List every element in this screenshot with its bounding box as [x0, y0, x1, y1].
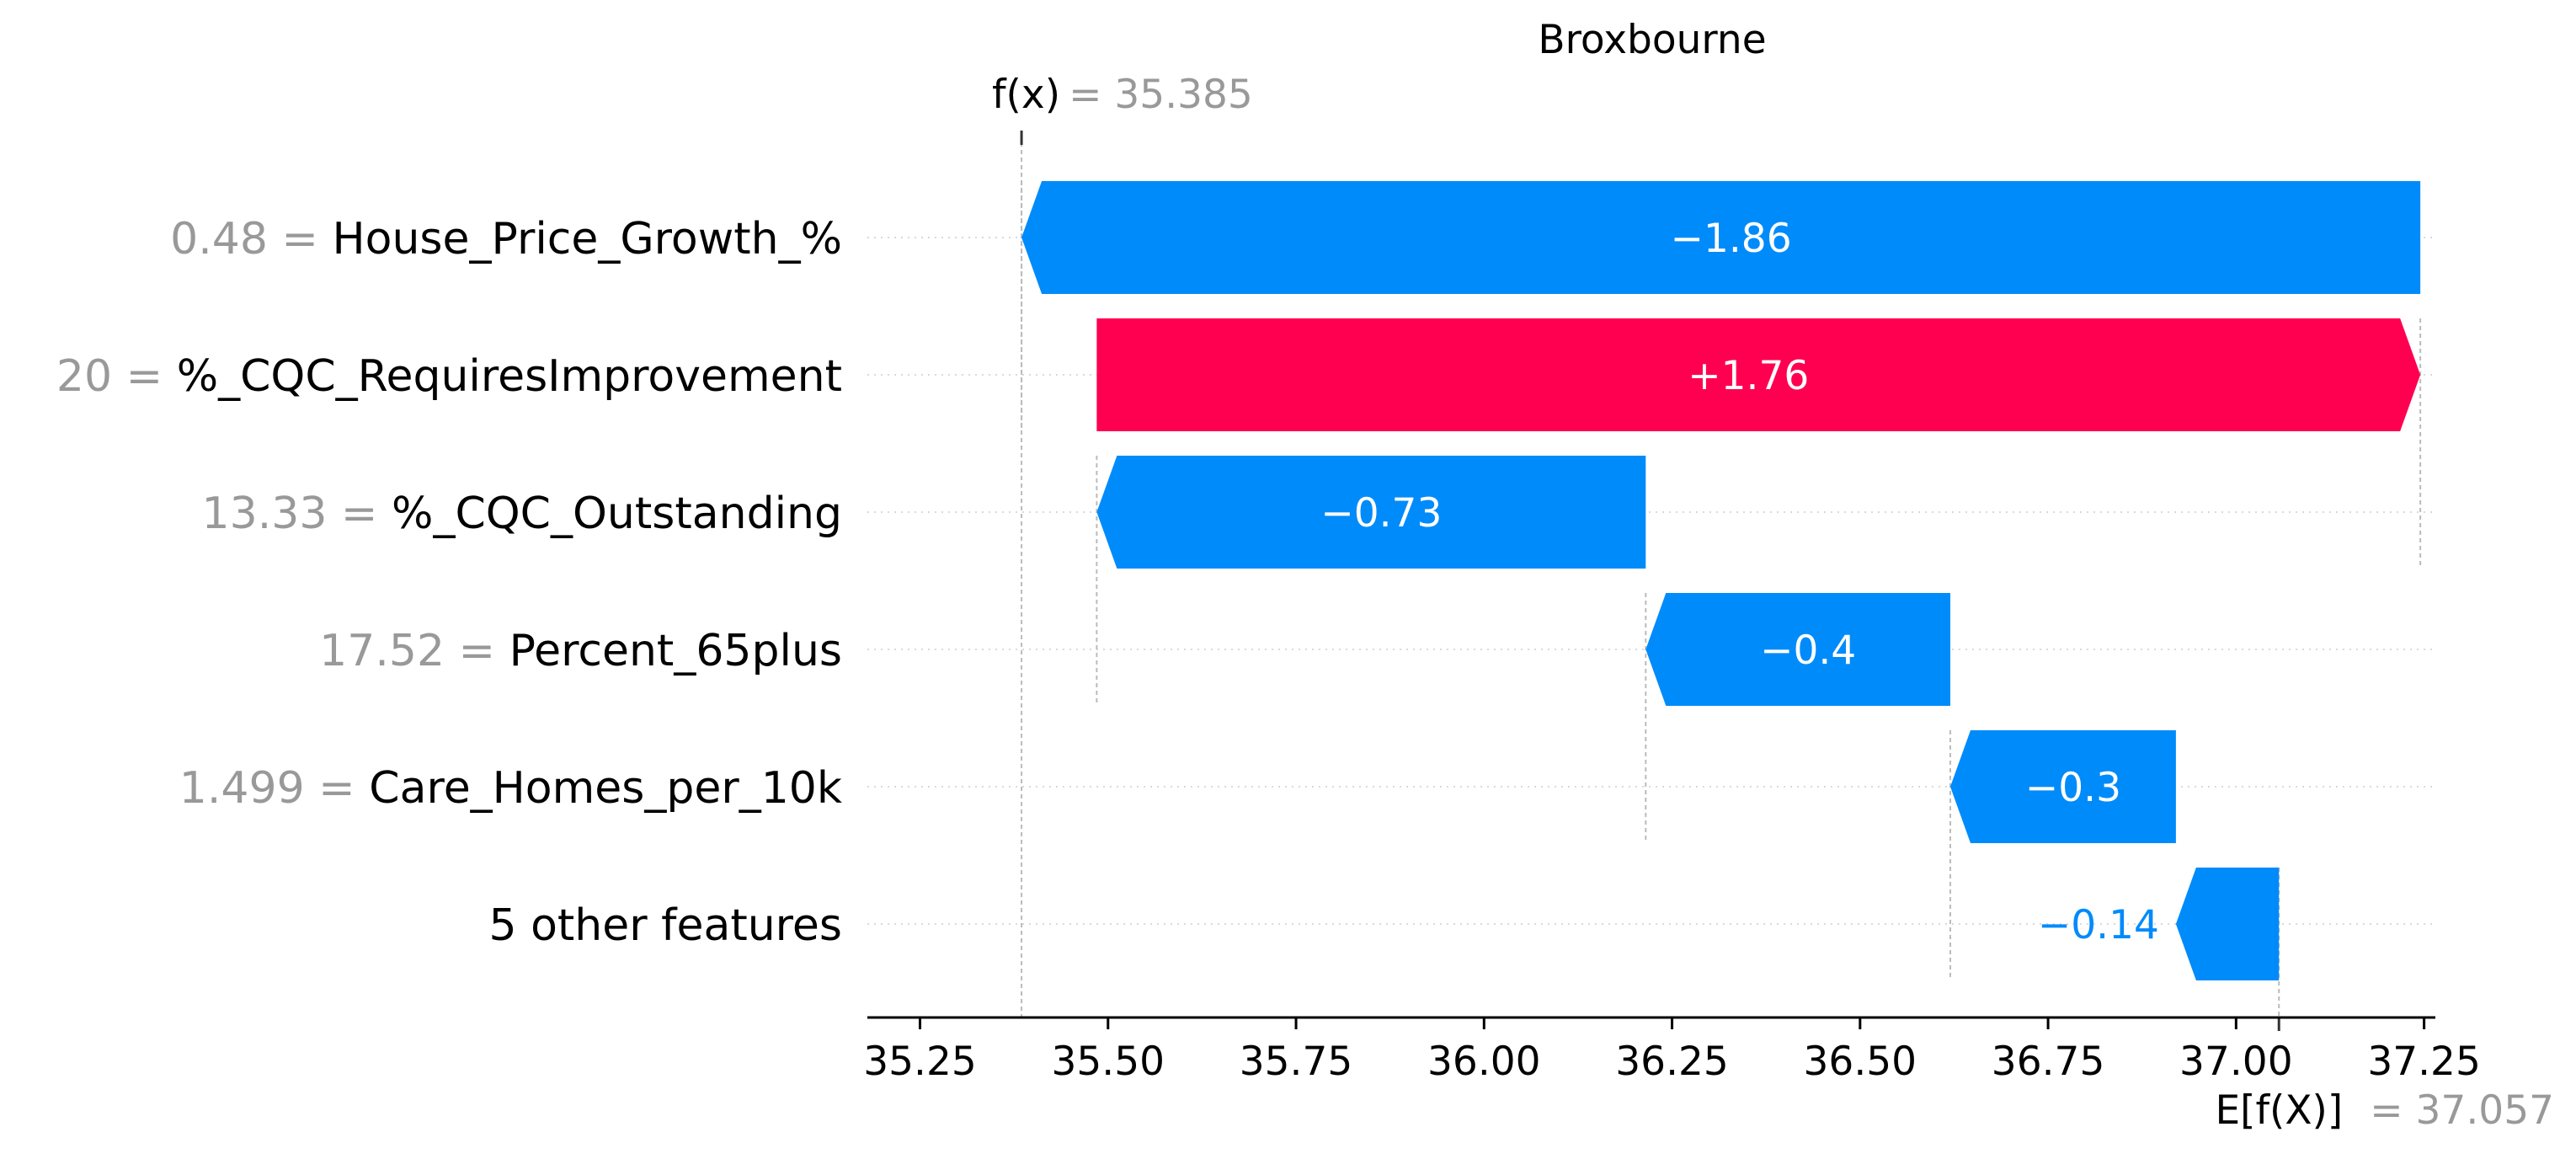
chart-title: Broxbourne [1538, 17, 1766, 63]
feature-name: 5 other features [488, 900, 842, 951]
feature-name: House_Price_Growth_% [333, 214, 842, 264]
efx-annotation: E[f(X)] = 37.057 [2215, 1087, 2554, 1134]
bar-1 [1021, 181, 2421, 294]
feature-value: 1.499 = [179, 763, 370, 814]
bar-6 [2175, 868, 2280, 980]
bar-label-5: −0.3 [2025, 765, 2121, 811]
feature-label-6: 5 other features [488, 900, 842, 951]
connector-lines [1020, 131, 2422, 1031]
bars: −1.86 +1.76 −0.73 −0.4 −0.3 −0.14 [1021, 181, 2421, 980]
feature-label-2: 20 = %_CQC_RequiresImprovement [56, 351, 842, 402]
bar-3 [1096, 456, 1646, 569]
fx-annotation: f(x) = 35.385 [992, 72, 1253, 118]
bar-4 [1645, 593, 1950, 706]
feature-label-3: 13.33 = %_CQC_Outstanding [202, 489, 842, 539]
feature-name: %_CQC_RequiresImprovement [177, 351, 842, 402]
x-tick-label: 37.00 [2179, 1039, 2293, 1085]
efx-value: = 37.057 [2370, 1087, 2554, 1134]
bar-label-1: −1.86 [1671, 216, 1792, 262]
x-tick-label: 35.50 [1051, 1039, 1165, 1085]
x-tick-label: 37.25 [2367, 1039, 2481, 1085]
efx-label: E[f(X)] [2215, 1087, 2343, 1134]
feature-value: 20 = [56, 351, 177, 402]
feature-name: Percent_65plus [509, 626, 842, 676]
feature-value: 0.48 = [170, 214, 332, 264]
feature-label-4: 17.52 = Percent_65plus [319, 626, 842, 676]
feature-name: %_CQC_Outstanding [392, 489, 842, 539]
feature-value: 17.52 = [319, 626, 509, 676]
x-tick-label: 36.75 [1992, 1039, 2105, 1085]
feature-value: 13.33 = [202, 489, 392, 539]
x-tick-label: 36.00 [1427, 1039, 1541, 1085]
fx-value: = 35.385 [1069, 72, 1253, 118]
bar-label-3: −0.73 [1320, 490, 1442, 537]
bar-2 [1096, 318, 2421, 431]
bar-label-6: −0.14 [2038, 902, 2159, 948]
x-tick-label: 36.50 [1804, 1039, 1917, 1085]
fx-label: f(x) [992, 72, 1060, 118]
x-axis: 35.25 35.50 35.75 36.00 36.25 36.50 36.75 37.00… [863, 1016, 2481, 1085]
feature-label-5: 1.499 = Care_Homes_per_10k [179, 763, 842, 814]
feature-label-1: 0.48 = House_Price_Growth_% [170, 214, 842, 264]
bar-label-2: +1.76 [1688, 353, 1809, 399]
x-tick-label: 36.25 [1615, 1039, 1729, 1085]
feature-name: Care_Homes_per_10k [369, 763, 842, 814]
bar-5 [1949, 730, 2176, 843]
x-tick-label: 35.25 [863, 1039, 977, 1085]
x-tick-label: 35.75 [1240, 1039, 1353, 1085]
bar-label-4: −0.4 [1760, 628, 1856, 674]
feature-labels: 0.48 = House_Price_Growth_% 20 = %_CQC_Re… [56, 214, 842, 951]
